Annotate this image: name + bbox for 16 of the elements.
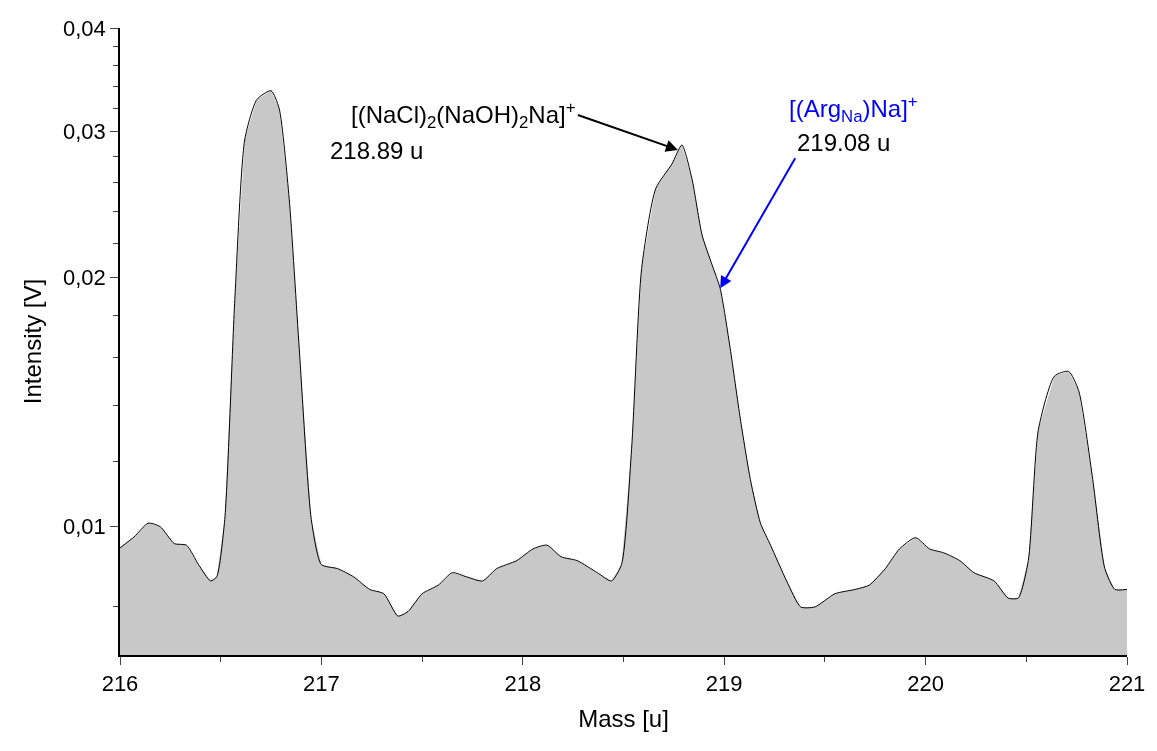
x-axis-title: Mass [u] [578, 704, 669, 732]
x-tick-label: 216 [101, 671, 139, 697]
annotation: [(Arg$_{Na}$)Na]$^{+}$ [789, 92, 918, 127]
annotation: [(NaCl)$_{2}$(NaOH)$_{2}$Na]$^{+}$ [351, 98, 576, 133]
y-tick-label: 0,01 [63, 514, 106, 540]
y-axis-title: Intensity [V] [18, 278, 46, 405]
x-tick-label: 220 [907, 671, 944, 697]
x-tick-label: 218 [504, 671, 542, 697]
x-tick-label: 219 [705, 671, 743, 697]
annotation: 219.08 u [797, 129, 891, 156]
y-tick-label: 0,02 [63, 265, 106, 291]
y-tick-label: 0,04 [63, 15, 106, 41]
y-tick-label: 0,03 [63, 119, 106, 145]
annotation: 218.89 u [330, 137, 424, 164]
x-tick-label: 221 [1108, 671, 1146, 697]
x-tick-label: 217 [303, 671, 340, 697]
